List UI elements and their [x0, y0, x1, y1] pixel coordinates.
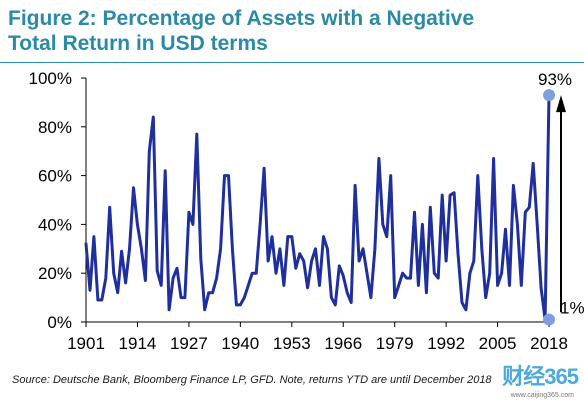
x-tick-label: 1914 [119, 334, 157, 353]
x-tick-label: 1901 [67, 334, 105, 353]
series-line [84, 93, 551, 322]
y-tick-label: 80% [38, 118, 72, 137]
x-axis-ticks: 1901 1914 1927 1940 1953 1966 1979 1992 2005 2018 [67, 322, 568, 353]
annotation-label: 93% [538, 70, 572, 89]
x-tick-label: 1927 [170, 334, 208, 353]
x-tick-label: 1940 [221, 334, 259, 353]
title-rule [0, 62, 584, 63]
series-group [84, 93, 551, 322]
up-arrow-head [556, 95, 566, 113]
annotation-marker [543, 313, 556, 326]
x-tick-label: 2018 [530, 334, 568, 353]
x-tick-label: 1953 [273, 334, 311, 353]
chart-axes [85, 78, 553, 323]
x-tick-label: 2005 [479, 334, 517, 353]
annotations: 93% 1% [538, 70, 584, 326]
y-tick-label: 100% [29, 69, 72, 88]
y-tick-label: 40% [38, 215, 72, 234]
x-tick-label: 1979 [376, 334, 414, 353]
watermark-logo: 财经365 [502, 364, 579, 389]
x-tick-label: 1966 [324, 334, 362, 353]
watermark-url: www.caijing365.com [510, 392, 574, 399]
annotation-label: 1% [560, 299, 584, 318]
y-axis-ticks: 0% 20% 40% 60% 80% 100% [29, 69, 86, 332]
figure-title: Figure 2: Percentage of Assets with a Ne… [8, 7, 475, 55]
y-tick-label: 20% [38, 264, 72, 283]
y-tick-label: 60% [38, 167, 72, 186]
source-note: Source: Deutsche Bank, Bloomberg Finance… [12, 374, 492, 386]
y-tick-label: 0% [47, 313, 72, 332]
annotation-marker [543, 89, 556, 102]
x-tick-label: 1992 [427, 334, 465, 353]
